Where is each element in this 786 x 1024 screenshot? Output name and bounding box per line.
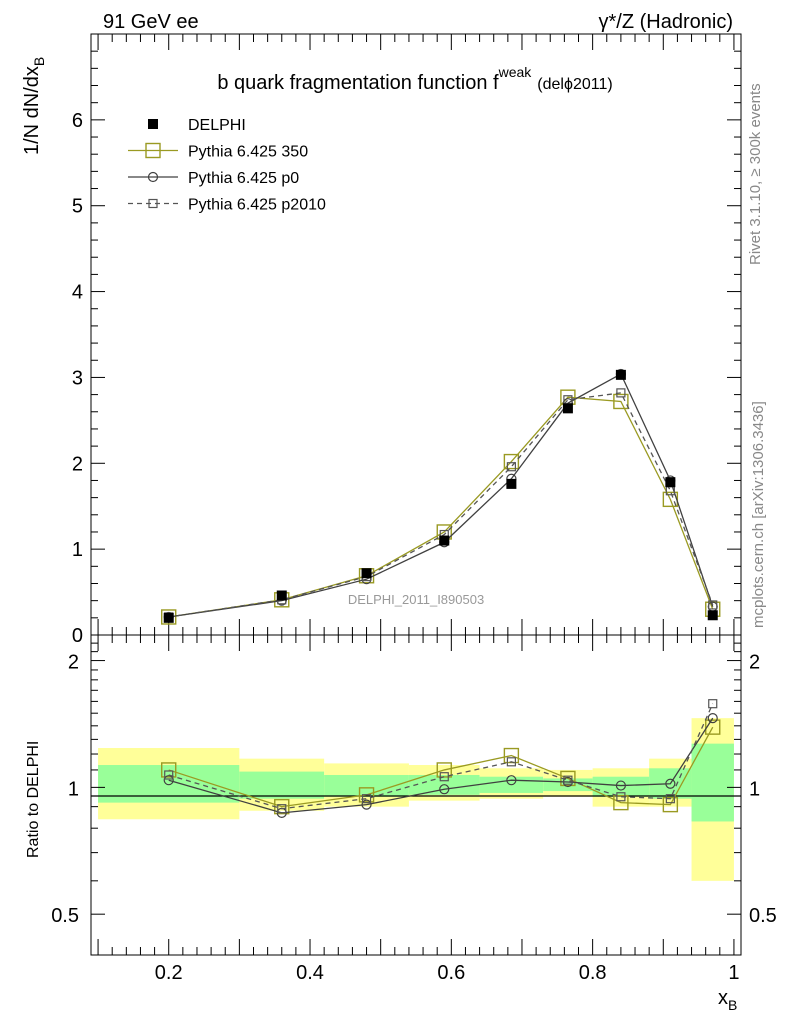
data-point [163,612,174,623]
mcp2010-point [708,600,718,610]
mc350-ratio-line [168,726,714,808]
mcp0-point [707,713,718,724]
ratio-frame [90,634,742,956]
mc350-line [168,396,714,618]
ratio-xtick-label: 0.4 [296,962,324,984]
mcp0-ratio-line [168,717,714,814]
data-point [148,119,158,129]
mcp2010-point [277,804,287,814]
mcp2010-line [168,392,714,618]
data-point [506,478,517,489]
main-panel: 0 1 2 3 4 5 6 DELPHI_2011_I890503 b quark frag… [21,33,742,647]
ratio-ytick-label-right: 2 [749,652,760,674]
mcp2010-point [148,198,158,209]
mcp2010-point [439,772,449,782]
data-point [439,535,450,546]
header-right: γ*/Z (Hadronic) [599,11,733,33]
data-point [562,403,573,414]
main-title-sup: weak [498,64,533,80]
ratio-xtick-label: 0.6 [437,962,465,984]
mc350-point [145,142,161,159]
main-ylabel-sub: B [31,57,47,66]
mcp2010-point [665,794,675,804]
mc350-point [662,796,679,813]
mc350-point [613,794,629,811]
mcp2010-point [361,794,372,804]
ratio-ytick-label-right: 0.5 [749,905,777,927]
legend-label: DELPHI [188,117,246,134]
mcp2010-point [563,775,573,785]
mc350-point [358,787,375,803]
mcp2010-point [616,792,626,802]
legend-label: Pythia 6.425 p2010 [188,197,326,214]
main-ytick-label: 1 [72,539,83,561]
mcp0-point [665,778,676,789]
ratio-xlabel-text: x [718,987,728,1009]
mcp2010-point [164,770,174,780]
mcplots-label: mcplots.cern.ch [arXiv:1306.3436] [750,401,767,628]
ratio-ytick-label-right: 1 [749,778,760,800]
mcp2010-point [708,699,718,709]
mc350-point [705,719,721,735]
mcp0-point [506,775,517,786]
mc350-point [613,393,629,410]
legend-label: Pythia 6.425 350 [188,144,308,161]
data-point [361,568,372,579]
legend-label: Pythia 6.425 p0 [188,170,299,187]
band-inner [324,774,409,797]
mc350-point [161,609,177,625]
main-ytick-label: 4 [72,282,83,304]
data-point [276,590,287,601]
mc350-point [503,747,520,764]
mcp0-point [361,799,372,810]
data-point [665,477,676,488]
ratio-xtick-label: 1 [728,962,739,984]
mcp2010-ratio-line [168,703,714,810]
ratio-ticks: 0.2 0.4 0.6 0.8 1 0.5 0.5 1 1 2 2 [51,635,777,984]
rivet-label: Rivet 3.1.10, ≥ 300k events [747,83,764,265]
main-ytick-label: 0 [72,625,83,647]
mcp2010-point [506,462,516,472]
legend: DELPHI Pythia 6.425 350 Pythia 6.425 p0 Pyt… [128,117,326,214]
ratio-bands [98,718,734,881]
main-title-text: b quark fragmentation function f [217,72,499,94]
ratio-xlabel-sub: B [728,997,737,1013]
main-ytick-label: 3 [72,367,83,389]
mcp2010-point [616,388,626,398]
ratio-ytick-label: 1 [68,778,79,800]
ratio-ytick-label: 2 [68,652,79,674]
mc350-point [161,762,177,778]
mcp2010-point [506,757,516,767]
main-series [161,368,721,625]
ratio-ytick-label: 0.5 [51,905,79,927]
main-ytick-label: 6 [72,110,83,132]
ratio-xlabel: xB [718,987,737,1013]
mc350-point [436,762,452,778]
ratio-ylabel: Ratio to DELPHI [25,741,42,858]
header-left: 91 GeV ee [103,11,199,33]
main-ticks: 0 1 2 3 4 5 6 [72,33,741,647]
ratio-series [161,699,721,818]
mcp0-point [615,780,626,791]
band-inner [691,743,734,822]
ratio-xtick-label: 0.8 [579,962,607,984]
main-ytick-label: 5 [72,196,83,218]
mc350-point [503,453,520,470]
ratio-xtick-label: 0.2 [155,962,183,984]
main-title: b quark fragmentation function fweak(del… [217,64,612,94]
data-point [615,369,626,380]
main-ylabel-text: 1/N dN/dx [21,66,43,155]
data-point [707,610,718,621]
watermark: DELPHI_2011_I890503 [348,592,484,607]
mcp0-point [163,775,174,786]
band-inner [239,771,325,799]
mcp0-point [147,171,159,183]
main-ytick-label: 2 [72,453,83,475]
ratio-panel: 0.2 0.4 0.6 0.8 10.5 0.51 12 2 Ratio to DELPHI … [25,634,777,1013]
mcp0-line [168,373,714,618]
main-ylabel: 1/N dN/dxB [21,57,47,155]
mcp0-point [439,784,450,795]
main-title-suffix: (delϕ2011) [537,76,612,93]
